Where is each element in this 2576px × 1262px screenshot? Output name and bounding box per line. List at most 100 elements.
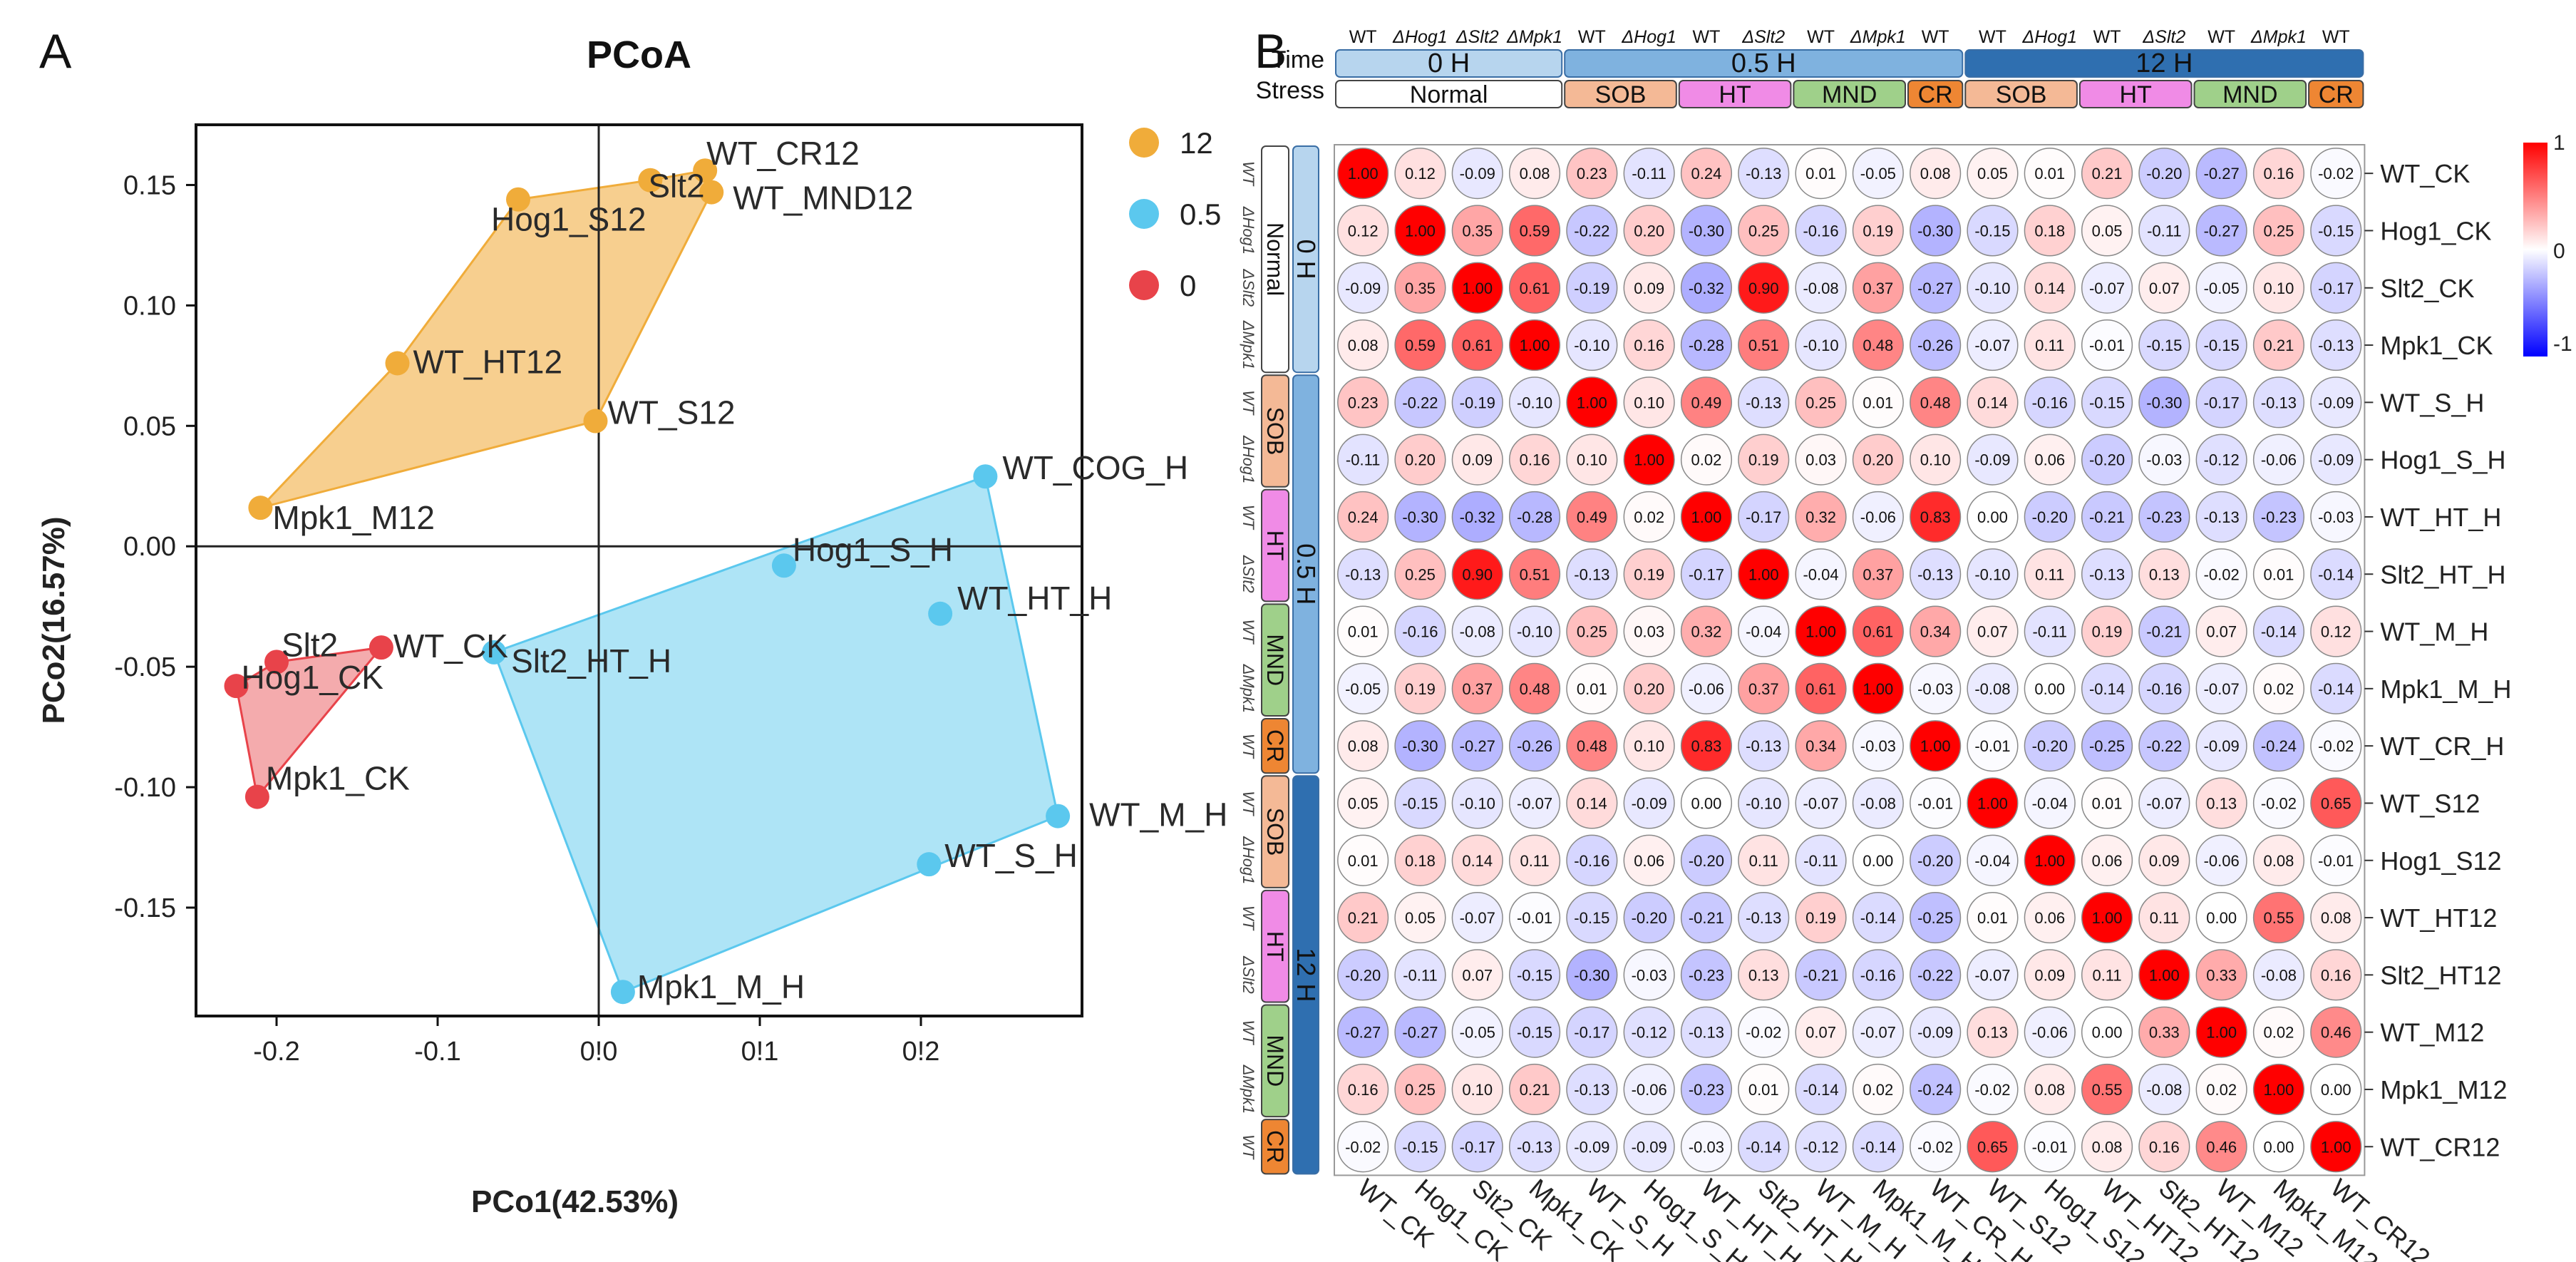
heatmap-value: -0.17	[1746, 508, 1781, 526]
heatmap-value: 0.01	[1748, 1081, 1779, 1099]
heatmap-value: -0.13	[1574, 1081, 1609, 1099]
heatmap-value: -0.27	[1402, 1024, 1438, 1042]
heatmap-value: 0.19	[1634, 565, 1664, 583]
heatmap-value: 0.08	[2321, 909, 2351, 927]
point-label: Hog1_S12	[491, 201, 646, 238]
heatmap-value: -0.16	[2032, 394, 2068, 411]
y-tick-label: -0.05	[114, 652, 176, 682]
legend-label: 12	[1180, 126, 1213, 160]
heatmap-cell	[1394, 1063, 1446, 1116]
heatmap-cell	[1451, 891, 1503, 944]
row-label: WT_M12	[2380, 1018, 2484, 1047]
heatmap-cell	[2252, 949, 2305, 1001]
left-genotype-label: WT	[1240, 1134, 1257, 1160]
heatmap-cell	[1508, 148, 1561, 200]
heatmap-cell	[2195, 834, 2247, 886]
heatmap-value: 0.07	[2149, 279, 2180, 297]
heatmap-value: -0.07	[1860, 1024, 1896, 1042]
heatmap-value: -0.08	[1803, 279, 1838, 297]
heatmap-cell	[1680, 148, 1733, 200]
top-genotype-label: WT	[1349, 27, 1377, 47]
heatmap-value: -0.02	[2261, 794, 2297, 812]
time-band	[1564, 49, 1964, 78]
time-band-left	[1292, 145, 1319, 374]
heatmap-value: 0.59	[1520, 222, 1550, 240]
heatmap-value: 0.55	[2092, 1081, 2123, 1099]
heatmap-value: -0.07	[1460, 909, 1495, 927]
heatmap-value: -0.10	[1974, 565, 2010, 583]
stress-band-left	[1261, 718, 1289, 774]
heatmap-cell	[1623, 205, 1675, 257]
heatmap-value: 0.11	[1520, 852, 1549, 870]
heatmap-value: 0.01	[1577, 680, 1607, 698]
left-genotype-label: ΔHog1	[1240, 206, 1257, 255]
heatmap-value: -0.13	[1345, 565, 1381, 583]
heatmap-value: 0.00	[2206, 909, 2237, 927]
heatmap-value: -0.09	[1917, 1024, 1953, 1042]
heatmap-cell	[1910, 949, 1962, 1001]
heatmap-cell	[1910, 376, 1962, 429]
heatmap-cell	[1680, 548, 1733, 600]
heatmap-cell	[1394, 376, 1446, 429]
heatmap-value: 0.02	[1691, 451, 1722, 469]
heatmap-cell	[2195, 548, 2247, 600]
heatmap-cell	[1795, 434, 1847, 486]
row-label: Mpk1_CK	[2380, 331, 2493, 360]
heatmap-value: -0.01	[1517, 909, 1552, 927]
heatmap-value: 0.25	[1805, 394, 1836, 411]
top-genotype-label: WT	[2093, 27, 2121, 47]
heatmap-value: 0.00	[2092, 1024, 2123, 1042]
heatmap-cell	[1967, 949, 2019, 1001]
heatmap-cell	[1508, 1006, 1561, 1058]
heatmap-cell	[2138, 662, 2190, 714]
heatmap-cell	[1795, 720, 1847, 772]
heatmap-cell	[1910, 148, 1962, 200]
heatmap-value: -0.26	[1917, 337, 1953, 354]
heatmap-value: -0.11	[1803, 852, 1838, 870]
stress-band-left	[1261, 145, 1289, 374]
heatmap-value: 0.18	[2034, 222, 2065, 240]
heatmap-value: -0.04	[2032, 794, 2068, 812]
heatmap-value: 0.48	[1920, 394, 1951, 411]
data-point	[224, 674, 249, 699]
heatmap-value: 0.14	[1977, 394, 2008, 411]
data-point	[369, 635, 393, 660]
heatmap-value: -0.30	[2146, 394, 2182, 411]
heatmap-value: -0.02	[1746, 1024, 1781, 1042]
heatmap-value: -0.20	[1632, 909, 1667, 927]
top-genotype-label: ΔHog1	[1621, 27, 1676, 47]
heatmap-cell	[2195, 777, 2247, 829]
heatmap-value: -0.15	[1402, 1138, 1438, 1156]
heatmap-cell	[1910, 777, 1962, 829]
heatmap-value: 0.08	[1348, 337, 1379, 354]
heatmap-value: -0.01	[2318, 852, 2354, 870]
heatmap-value: 1.00	[2149, 966, 2180, 984]
heatmap-value: 0.61	[1462, 337, 1493, 354]
heatmap-value: -0.13	[2318, 337, 2354, 354]
heatmap-value: -0.10	[1746, 794, 1781, 812]
stress-band-left-label: SOB	[1262, 808, 1288, 856]
time-band	[1964, 49, 2364, 78]
heatmap-value: 0.25	[1748, 222, 1779, 240]
heatmap-cell	[2252, 777, 2305, 829]
top-genotype-label: ΔSlt2	[1456, 27, 1499, 47]
heatmap-cell	[2310, 777, 2362, 829]
x-tick-label: 0!1	[741, 1037, 779, 1067]
heatmap-cell	[1967, 662, 2019, 714]
heatmap-cell	[1795, 834, 1847, 886]
heatmap-value: -0.15	[2204, 337, 2240, 354]
heatmap-value: -0.24	[1917, 1081, 1953, 1099]
heatmap-value: -0.27	[2204, 165, 2240, 183]
stress-band-left	[1261, 603, 1289, 717]
heatmap-cell	[2310, 949, 2362, 1001]
heatmap-value: 0.59	[1405, 337, 1436, 354]
heatmap-value: 0.35	[1462, 222, 1493, 240]
heatmap-value: 0.20	[1634, 680, 1664, 698]
heatmap-value: -0.28	[1689, 337, 1724, 354]
row-label: Slt2_HT_H	[2380, 560, 2505, 589]
row-label: Mpk1_M_H	[2380, 674, 2511, 704]
heatmap-cell	[1623, 262, 1675, 314]
heatmap-value: 0.03	[1634, 623, 1664, 641]
heatmap-cell	[1451, 662, 1503, 714]
heatmap-value: -0.13	[1917, 565, 1953, 583]
